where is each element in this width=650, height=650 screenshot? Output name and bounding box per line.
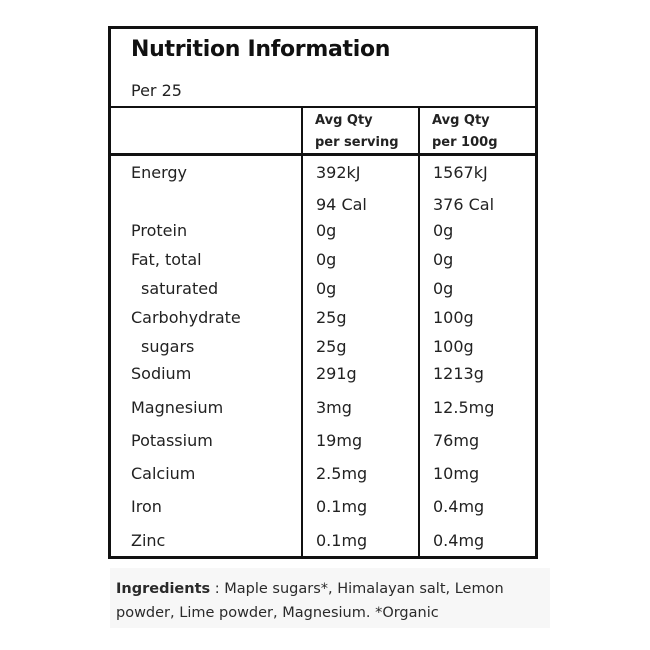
nutrient-label: Zinc bbox=[131, 531, 166, 550]
value-per-serving: 0.1mg bbox=[316, 497, 368, 516]
column-header-per-serving: Avg Qty per serving bbox=[315, 110, 399, 154]
value-per-serving: 3mg bbox=[316, 398, 352, 417]
column-header-line: Avg Qty bbox=[315, 113, 373, 128]
nutrient-label: Magnesium bbox=[131, 398, 224, 417]
value-per-100g: 376 Cal bbox=[433, 195, 495, 214]
ingredients-separator: : bbox=[210, 581, 225, 597]
nutrition-panel: Nutrition Information Per 25 Avg Qty per… bbox=[108, 26, 538, 559]
column-header-line: per 100g bbox=[432, 135, 498, 150]
value-per-100g: 1213g bbox=[433, 364, 484, 383]
value-per-100g: 0.4mg bbox=[433, 531, 485, 550]
column-header-per-100g: Avg Qty per 100g bbox=[432, 110, 498, 154]
value-per-serving: 94 Cal bbox=[316, 195, 367, 214]
panel-title: Nutrition Information bbox=[131, 37, 391, 62]
column-divider bbox=[301, 107, 303, 556]
value-per-serving: 0g bbox=[316, 221, 337, 240]
value-per-100g: 12.5mg bbox=[433, 398, 495, 417]
value-per-100g: 0g bbox=[433, 279, 454, 298]
value-per-serving: 392kJ bbox=[316, 163, 361, 182]
divider bbox=[111, 106, 535, 108]
nutrient-label: Sodium bbox=[131, 364, 192, 383]
nutrient-label: Energy bbox=[131, 163, 188, 182]
value-per-100g: 76mg bbox=[433, 431, 480, 450]
nutrient-label: Carbohydrate bbox=[131, 308, 241, 327]
ingredients-label: Ingredients bbox=[116, 581, 211, 597]
panel-subtitle: Per 25 bbox=[131, 81, 182, 100]
ingredients-text: Maple sugars*, Himalayan salt, Lemon pow… bbox=[116, 581, 504, 621]
value-per-serving: 25g bbox=[316, 308, 347, 327]
value-per-100g: 0g bbox=[433, 250, 454, 269]
nutrient-label: Iron bbox=[131, 497, 162, 516]
value-per-100g: 1567kJ bbox=[433, 163, 488, 182]
value-per-100g: 10mg bbox=[433, 464, 480, 483]
value-per-serving: 0g bbox=[316, 250, 337, 269]
value-per-serving: 291g bbox=[316, 364, 357, 383]
column-header-line: per serving bbox=[315, 135, 399, 150]
value-per-serving: 19mg bbox=[316, 431, 363, 450]
value-per-100g: 0.4mg bbox=[433, 497, 485, 516]
value-per-serving: 25g bbox=[316, 337, 347, 356]
nutrient-label: saturated bbox=[141, 279, 219, 298]
nutrient-label: Calcium bbox=[131, 464, 196, 483]
divider bbox=[111, 153, 535, 156]
value-per-100g: 100g bbox=[433, 337, 474, 356]
nutrient-label: Protein bbox=[131, 221, 188, 240]
ingredients-box: Ingredients : Maple sugars*, Himalayan s… bbox=[110, 568, 550, 628]
value-per-100g: 100g bbox=[433, 308, 474, 327]
value-per-serving: 0g bbox=[316, 279, 337, 298]
column-divider bbox=[418, 107, 420, 556]
value-per-serving: 2.5mg bbox=[316, 464, 368, 483]
nutrient-label: Potassium bbox=[131, 431, 213, 450]
value-per-100g: 0g bbox=[433, 221, 454, 240]
column-header-line: Avg Qty bbox=[432, 113, 490, 128]
nutrient-label: sugars bbox=[141, 337, 195, 356]
value-per-serving: 0.1mg bbox=[316, 531, 368, 550]
nutrient-label: Fat, total bbox=[131, 250, 202, 269]
